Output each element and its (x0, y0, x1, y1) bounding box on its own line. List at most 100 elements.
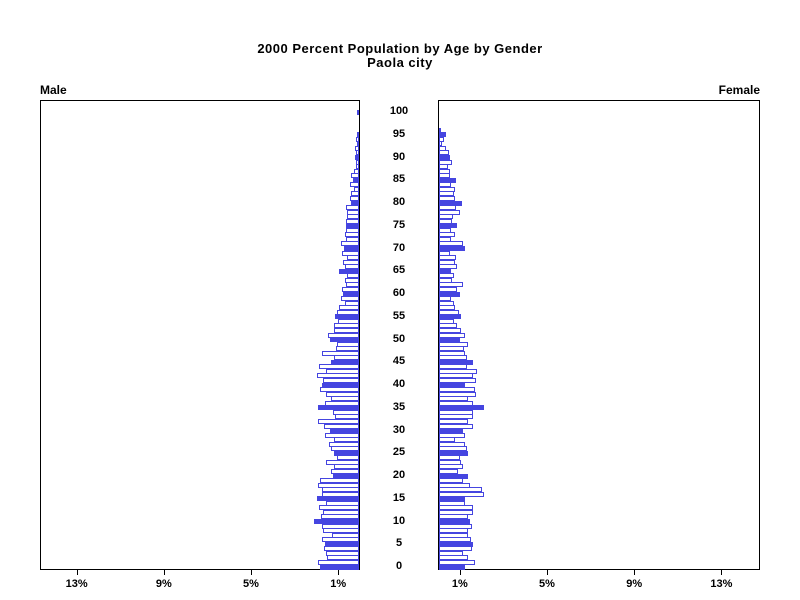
bar-female-age-76 (439, 218, 453, 224)
bar-female-age-63 (439, 277, 453, 283)
x-tick-male-13 (76, 570, 78, 575)
bar-female-age-83 (439, 186, 456, 192)
bar-female-age-2 (439, 555, 469, 561)
bar-female-age-48 (439, 346, 464, 352)
bar-male-age-12 (323, 509, 359, 515)
bar-male-age-73 (344, 232, 359, 238)
x-tick-female-9 (634, 570, 636, 575)
bar-male-age-55 (335, 314, 359, 320)
bar-male-age-67 (343, 259, 359, 265)
bar-male-age-48 (336, 346, 359, 352)
bar-female-age-35 (439, 405, 484, 411)
bar-male-age-76 (345, 218, 359, 224)
bar-male-age-27 (328, 441, 359, 447)
bar-female-age-55 (439, 314, 461, 320)
bar-female-age-24 (439, 455, 460, 461)
bar-female-age-20 (439, 473, 468, 479)
bar-female-age-71 (439, 241, 463, 247)
bar-male-age-0 (319, 564, 359, 570)
bar-female-age-89 (439, 159, 452, 165)
age-tick-label-65: 65 (392, 264, 406, 277)
bar-female-age-7 (439, 532, 468, 538)
bar-male-age-36 (325, 400, 359, 406)
age-tick-label-90: 90 (392, 150, 406, 163)
age-tick-label-40: 40 (392, 378, 406, 390)
bar-male-age-42 (317, 373, 359, 379)
bar-male-age-35 (317, 405, 359, 411)
bar-male-age-69 (342, 250, 359, 256)
bar-male-age-5 (325, 541, 359, 547)
bar-male-age-51 (328, 332, 359, 338)
bar-female-age-19 (439, 478, 464, 484)
age-tick-label-0: 0 (395, 560, 403, 572)
bar-male-age-4 (324, 546, 359, 552)
bar-female-age-65 (439, 268, 451, 274)
bar-male-age-46 (333, 355, 359, 361)
bar-male-age-81 (349, 195, 359, 201)
bar-male-age-17 (321, 487, 359, 493)
bar-female-age-44 (439, 364, 468, 370)
bar-female-age-79 (439, 205, 456, 211)
bar-male-age-6 (322, 537, 359, 543)
bar-male-age-28 (334, 437, 359, 443)
bar-female-age-64 (439, 273, 455, 279)
bar-female-age-45 (439, 359, 474, 365)
bar-female-age-42 (439, 373, 473, 379)
age-tick-label-10: 10 (392, 514, 406, 527)
bar-male-age-52 (333, 327, 359, 333)
bar-female-age-13 (439, 505, 474, 511)
bar-male-age-93 (357, 141, 359, 147)
bar-male-age-25 (333, 450, 359, 456)
bar-male-age-54 (338, 318, 359, 324)
bar-female-age-50 (439, 337, 461, 342)
x-tick-label-male-1: 1% (330, 578, 347, 590)
bar-male-age-87 (354, 168, 359, 174)
bar-female-age-95 (439, 132, 447, 138)
age-tick-label-35: 35 (392, 400, 406, 413)
bar-female-age-25 (439, 450, 469, 456)
bar-male-age-60 (343, 291, 359, 297)
age-tick-label-45: 45 (392, 355, 406, 368)
bar-male-age-49 (336, 341, 359, 347)
age-tick-label-15: 15 (392, 491, 406, 504)
bar-male-age-19 (320, 478, 359, 484)
bar-male-age-66 (344, 264, 359, 270)
bar-male-age-80 (351, 200, 359, 206)
bar-female-age-87 (439, 168, 450, 174)
bar-female-age-94 (439, 136, 444, 142)
bar-male-age-84 (349, 182, 359, 188)
bar-male-age-95 (356, 132, 359, 138)
bar-female-age-10 (439, 519, 470, 524)
x-tick-label-female-13: 13% (710, 578, 733, 590)
bar-male-age-91 (356, 150, 359, 156)
bar-male-age-37 (330, 396, 359, 402)
bar-male-age-29 (325, 432, 359, 438)
age-tick-label-75: 75 (392, 218, 406, 231)
bar-female-age-14 (439, 500, 466, 506)
age-tick-label-25: 25 (392, 446, 406, 459)
bar-female-age-73 (439, 232, 456, 238)
chart-title: 2000 Percent Population by Age by Gender (257, 41, 543, 56)
bar-male-age-41 (323, 378, 359, 383)
bar-male-age-56 (337, 309, 359, 315)
bar-female-age-33 (439, 414, 473, 420)
bar-male-age-3 (326, 550, 359, 556)
bar-male-age-50 (329, 337, 359, 342)
bar-male-age-90 (355, 155, 359, 160)
x-tick-female-13 (721, 570, 723, 575)
bar-female-age-60 (439, 291, 461, 297)
bar-male-age-11 (320, 514, 359, 520)
bar-female-age-41 (439, 378, 477, 383)
bar-male-age-83 (354, 186, 359, 192)
bar-female-age-8 (439, 528, 469, 534)
bar-female-age-0 (439, 564, 465, 570)
bar-male-age-88 (356, 164, 359, 170)
bar-male-age-16 (321, 491, 359, 497)
bar-female-age-9 (439, 523, 472, 529)
bar-female-age-29 (439, 432, 465, 438)
bar-female-age-80 (439, 200, 462, 206)
bar-female-age-82 (439, 191, 455, 197)
bar-male-age-92 (354, 145, 359, 151)
bar-female-age-62 (439, 282, 463, 288)
